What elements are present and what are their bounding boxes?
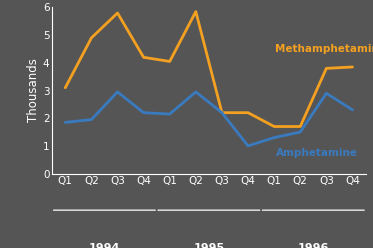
Text: Amphetamine: Amphetamine — [275, 148, 357, 158]
Text: Methamphetamine: Methamphetamine — [275, 44, 373, 54]
Text: 1995: 1995 — [193, 243, 225, 248]
Text: 1994: 1994 — [89, 243, 120, 248]
Text: 1996: 1996 — [298, 243, 329, 248]
Y-axis label: Thousands: Thousands — [27, 59, 40, 123]
